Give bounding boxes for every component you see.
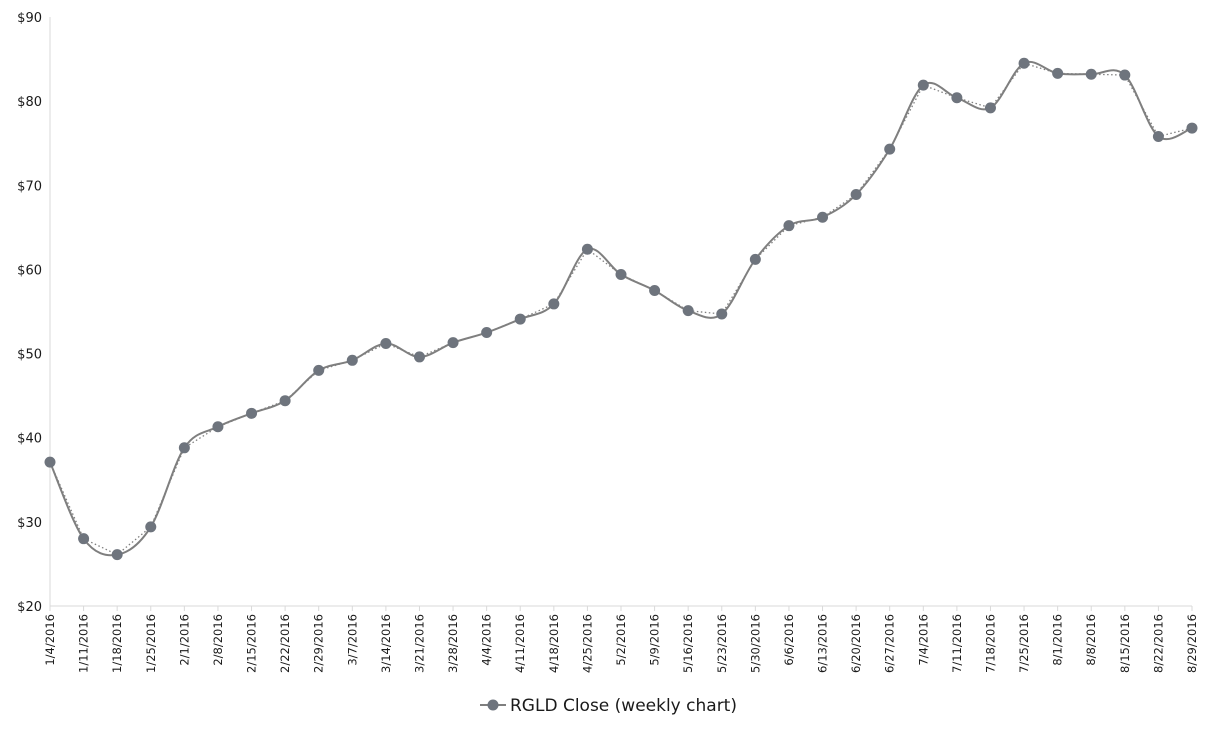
x-tick-label: 5/23/2016 bbox=[715, 614, 729, 673]
x-tick-label: 7/11/2016 bbox=[950, 614, 964, 673]
data-point bbox=[246, 407, 258, 419]
x-tick-label: 4/25/2016 bbox=[580, 614, 594, 673]
data-point bbox=[1052, 67, 1064, 79]
data-point bbox=[279, 395, 291, 407]
x-tick-label: 5/9/2016 bbox=[648, 614, 662, 666]
data-point bbox=[178, 442, 190, 454]
data-point bbox=[78, 533, 90, 545]
x-tick-label: 8/22/2016 bbox=[1151, 614, 1165, 673]
data-point bbox=[817, 211, 829, 223]
x-tick-label: 4/11/2016 bbox=[513, 614, 527, 673]
data-point bbox=[413, 351, 425, 363]
data-point bbox=[615, 268, 627, 280]
data-point bbox=[514, 313, 526, 325]
series-line bbox=[49, 60, 1193, 557]
data-point bbox=[313, 364, 325, 376]
x-tick-label: 3/21/2016 bbox=[412, 614, 426, 673]
y-tick-label: $70 bbox=[17, 179, 42, 194]
legend-label: RGLD Close (weekly chart) bbox=[510, 696, 737, 716]
x-tick-label: 4/4/2016 bbox=[480, 614, 494, 666]
x-tick-label: 7/25/2016 bbox=[1017, 614, 1031, 673]
x-tick-label: 1/4/2016 bbox=[43, 614, 57, 666]
x-tick-label: 8/8/2016 bbox=[1084, 614, 1098, 666]
x-tick-label: 3/14/2016 bbox=[379, 614, 393, 673]
x-tick-label: 1/11/2016 bbox=[77, 614, 91, 673]
data-point bbox=[44, 456, 56, 468]
x-tick-label: 2/29/2016 bbox=[312, 614, 326, 673]
x-tick-label: 8/15/2016 bbox=[1118, 614, 1132, 673]
data-point bbox=[581, 243, 593, 255]
x-tick-label: 3/7/2016 bbox=[345, 614, 359, 666]
data-point bbox=[850, 189, 862, 201]
data-point bbox=[917, 79, 929, 91]
data-point bbox=[649, 284, 661, 296]
x-tick-label: 8/29/2016 bbox=[1185, 614, 1199, 673]
x-tick-label: 6/27/2016 bbox=[883, 614, 897, 673]
data-point bbox=[481, 327, 493, 339]
data-point bbox=[380, 337, 392, 349]
data-point bbox=[749, 253, 761, 265]
y-tick-label: $80 bbox=[17, 95, 42, 110]
x-tick-label: 2/8/2016 bbox=[211, 614, 225, 666]
x-tick-label: 6/20/2016 bbox=[849, 614, 863, 673]
x-tick-label: 7/4/2016 bbox=[916, 614, 930, 666]
y-tick-label: $30 bbox=[17, 516, 42, 531]
data-point bbox=[145, 521, 157, 533]
data-point bbox=[212, 421, 224, 433]
x-tick-label: 3/28/2016 bbox=[446, 614, 460, 673]
x-tick-label: 5/16/2016 bbox=[681, 614, 695, 673]
x-tick-label: 1/18/2016 bbox=[110, 614, 124, 673]
y-axis: $20 $30 $40 $50 $60 $70 $80 $90 bbox=[17, 11, 51, 615]
data-point bbox=[1085, 68, 1097, 80]
x-tick-label: 5/2/2016 bbox=[614, 614, 628, 666]
data-point bbox=[1018, 57, 1030, 69]
legend-marker-swatch bbox=[487, 699, 499, 711]
x-tick-label: 2/15/2016 bbox=[245, 614, 259, 673]
y-tick-label: $60 bbox=[17, 263, 42, 278]
data-point bbox=[1186, 122, 1198, 134]
data-point bbox=[1119, 69, 1131, 81]
x-tick-label: 6/13/2016 bbox=[816, 614, 830, 673]
x-tick-label: 6/6/2016 bbox=[782, 614, 796, 666]
y-tick-label: $20 bbox=[17, 600, 42, 615]
y-tick-label: $50 bbox=[17, 348, 42, 363]
data-point bbox=[716, 308, 728, 320]
trend-line bbox=[49, 62, 1193, 556]
y-tick-label: $40 bbox=[17, 432, 42, 447]
data-point bbox=[346, 354, 358, 366]
data-point bbox=[548, 298, 560, 310]
x-axis: 1/4/2016 1/11/2016 1/18/2016 1/25/2016 2/1/2… bbox=[43, 605, 1199, 673]
y-tick-label: $90 bbox=[17, 11, 42, 26]
data-point bbox=[1152, 130, 1164, 142]
x-tick-label: 5/30/2016 bbox=[748, 614, 762, 673]
x-tick-label: 7/18/2016 bbox=[983, 614, 997, 673]
data-point bbox=[783, 220, 795, 232]
legend: RGLD Close (weekly chart) bbox=[480, 696, 737, 716]
x-tick-label: 2/1/2016 bbox=[177, 614, 191, 666]
x-tick-label: 2/22/2016 bbox=[278, 614, 292, 673]
x-tick-label: 4/18/2016 bbox=[547, 614, 561, 673]
data-point bbox=[682, 305, 694, 317]
series-plot bbox=[44, 57, 1198, 561]
data-point bbox=[447, 337, 459, 349]
x-tick-label: 8/1/2016 bbox=[1051, 614, 1065, 666]
data-point bbox=[951, 92, 963, 104]
x-tick-label: 1/25/2016 bbox=[144, 614, 158, 673]
data-point bbox=[884, 143, 896, 155]
data-point bbox=[111, 549, 123, 561]
data-point bbox=[984, 102, 996, 114]
